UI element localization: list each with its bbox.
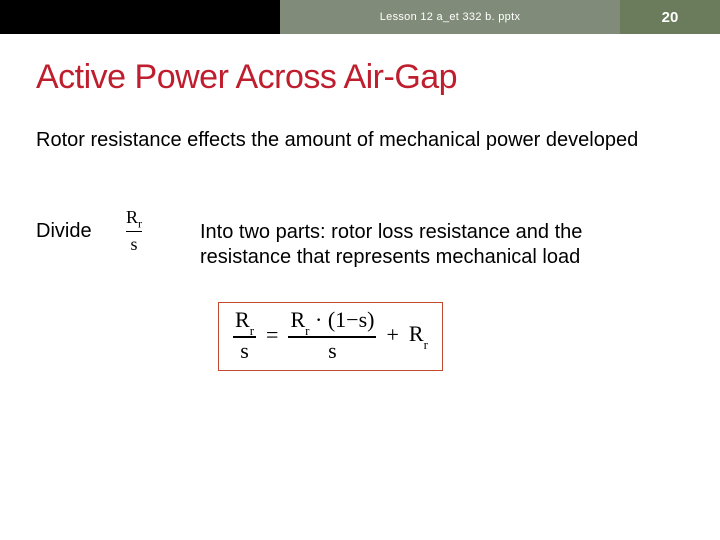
- fraction-bar: [126, 231, 142, 232]
- equation-lhs-den: s: [238, 338, 251, 362]
- equation-rhs-minus: −: [346, 307, 358, 332]
- equation-rhs-dot: ·: [315, 307, 322, 332]
- fraction-rr-over-s-small: Rr s: [126, 208, 142, 253]
- equation-lhs-num-base: R: [235, 307, 250, 332]
- header-left-block: [0, 0, 280, 34]
- equation-rhs-term2-sub: r: [424, 337, 428, 352]
- equation-box: Rr s = Rr · (1−s) s + Rr: [218, 302, 443, 371]
- header-slide-number: 20: [620, 0, 720, 34]
- equation-rhs-num-base: R: [290, 307, 305, 332]
- equation-lhs-num-sub: r: [250, 323, 254, 338]
- body-text-intro: Rotor resistance effects the amount of m…: [36, 128, 666, 153]
- fraction-numerator: Rr: [126, 208, 142, 230]
- equation-rhs-paren-close: ): [367, 307, 374, 332]
- equation-lhs-num: Rr: [233, 309, 256, 336]
- equation-plus: +: [384, 322, 400, 348]
- equation-rhs-term2-base: R: [409, 321, 424, 346]
- slide-title: Active Power Across Air-Gap: [36, 58, 457, 97]
- equation-rhs-num: Rr · (1−s): [288, 309, 376, 336]
- fraction-num-base: R: [126, 207, 138, 227]
- equation-lhs-fraction: Rr s: [233, 309, 256, 362]
- divide-label: Divide: [36, 220, 92, 243]
- equation-rhs-s: s: [359, 307, 368, 332]
- equation-rhs-num-sub: r: [305, 323, 309, 338]
- fraction-denominator: s: [126, 233, 142, 253]
- header-filename: Lesson 12 a_et 332 b. pptx: [280, 0, 620, 34]
- equation-rhs-term2: Rr: [409, 321, 428, 350]
- equation-rhs-fraction: Rr · (1−s) s: [288, 309, 376, 362]
- equation-rhs-one: 1: [335, 307, 346, 332]
- fraction-num-sub: r: [138, 217, 142, 231]
- body-text-explanation: Into two parts: rotor loss resistance an…: [200, 220, 670, 270]
- slide-header: Lesson 12 a_et 332 b. pptx 20: [0, 0, 720, 34]
- equation-rhs-den: s: [326, 338, 339, 362]
- equation-equals: =: [264, 322, 280, 348]
